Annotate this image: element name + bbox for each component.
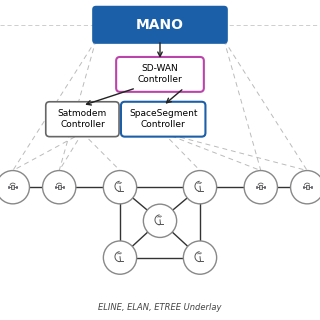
Circle shape [103,241,137,274]
Circle shape [103,171,137,204]
FancyBboxPatch shape [55,186,56,188]
FancyBboxPatch shape [8,186,9,188]
FancyBboxPatch shape [116,57,204,92]
FancyBboxPatch shape [311,186,312,188]
Circle shape [183,171,217,204]
FancyBboxPatch shape [121,102,205,137]
Text: SD-WAN
Controller: SD-WAN Controller [138,64,182,84]
FancyBboxPatch shape [16,186,17,188]
FancyBboxPatch shape [12,185,14,189]
Circle shape [291,171,320,204]
FancyBboxPatch shape [92,6,228,44]
Text: Satmodem
Controller: Satmodem Controller [58,109,107,129]
Text: ELINE, ELAN, ETREE Underlay: ELINE, ELAN, ETREE Underlay [98,303,222,312]
FancyBboxPatch shape [303,186,304,188]
Text: MANO: MANO [136,18,184,32]
Circle shape [43,171,76,204]
Circle shape [244,171,277,204]
Text: SpaceSegment
Controller: SpaceSegment Controller [129,109,197,129]
Circle shape [0,171,29,204]
FancyBboxPatch shape [256,186,257,188]
Circle shape [183,241,217,274]
FancyBboxPatch shape [46,102,119,137]
FancyBboxPatch shape [58,185,60,189]
FancyBboxPatch shape [260,185,262,189]
FancyBboxPatch shape [63,186,64,188]
Circle shape [143,204,177,237]
FancyBboxPatch shape [264,186,265,188]
FancyBboxPatch shape [306,185,308,189]
